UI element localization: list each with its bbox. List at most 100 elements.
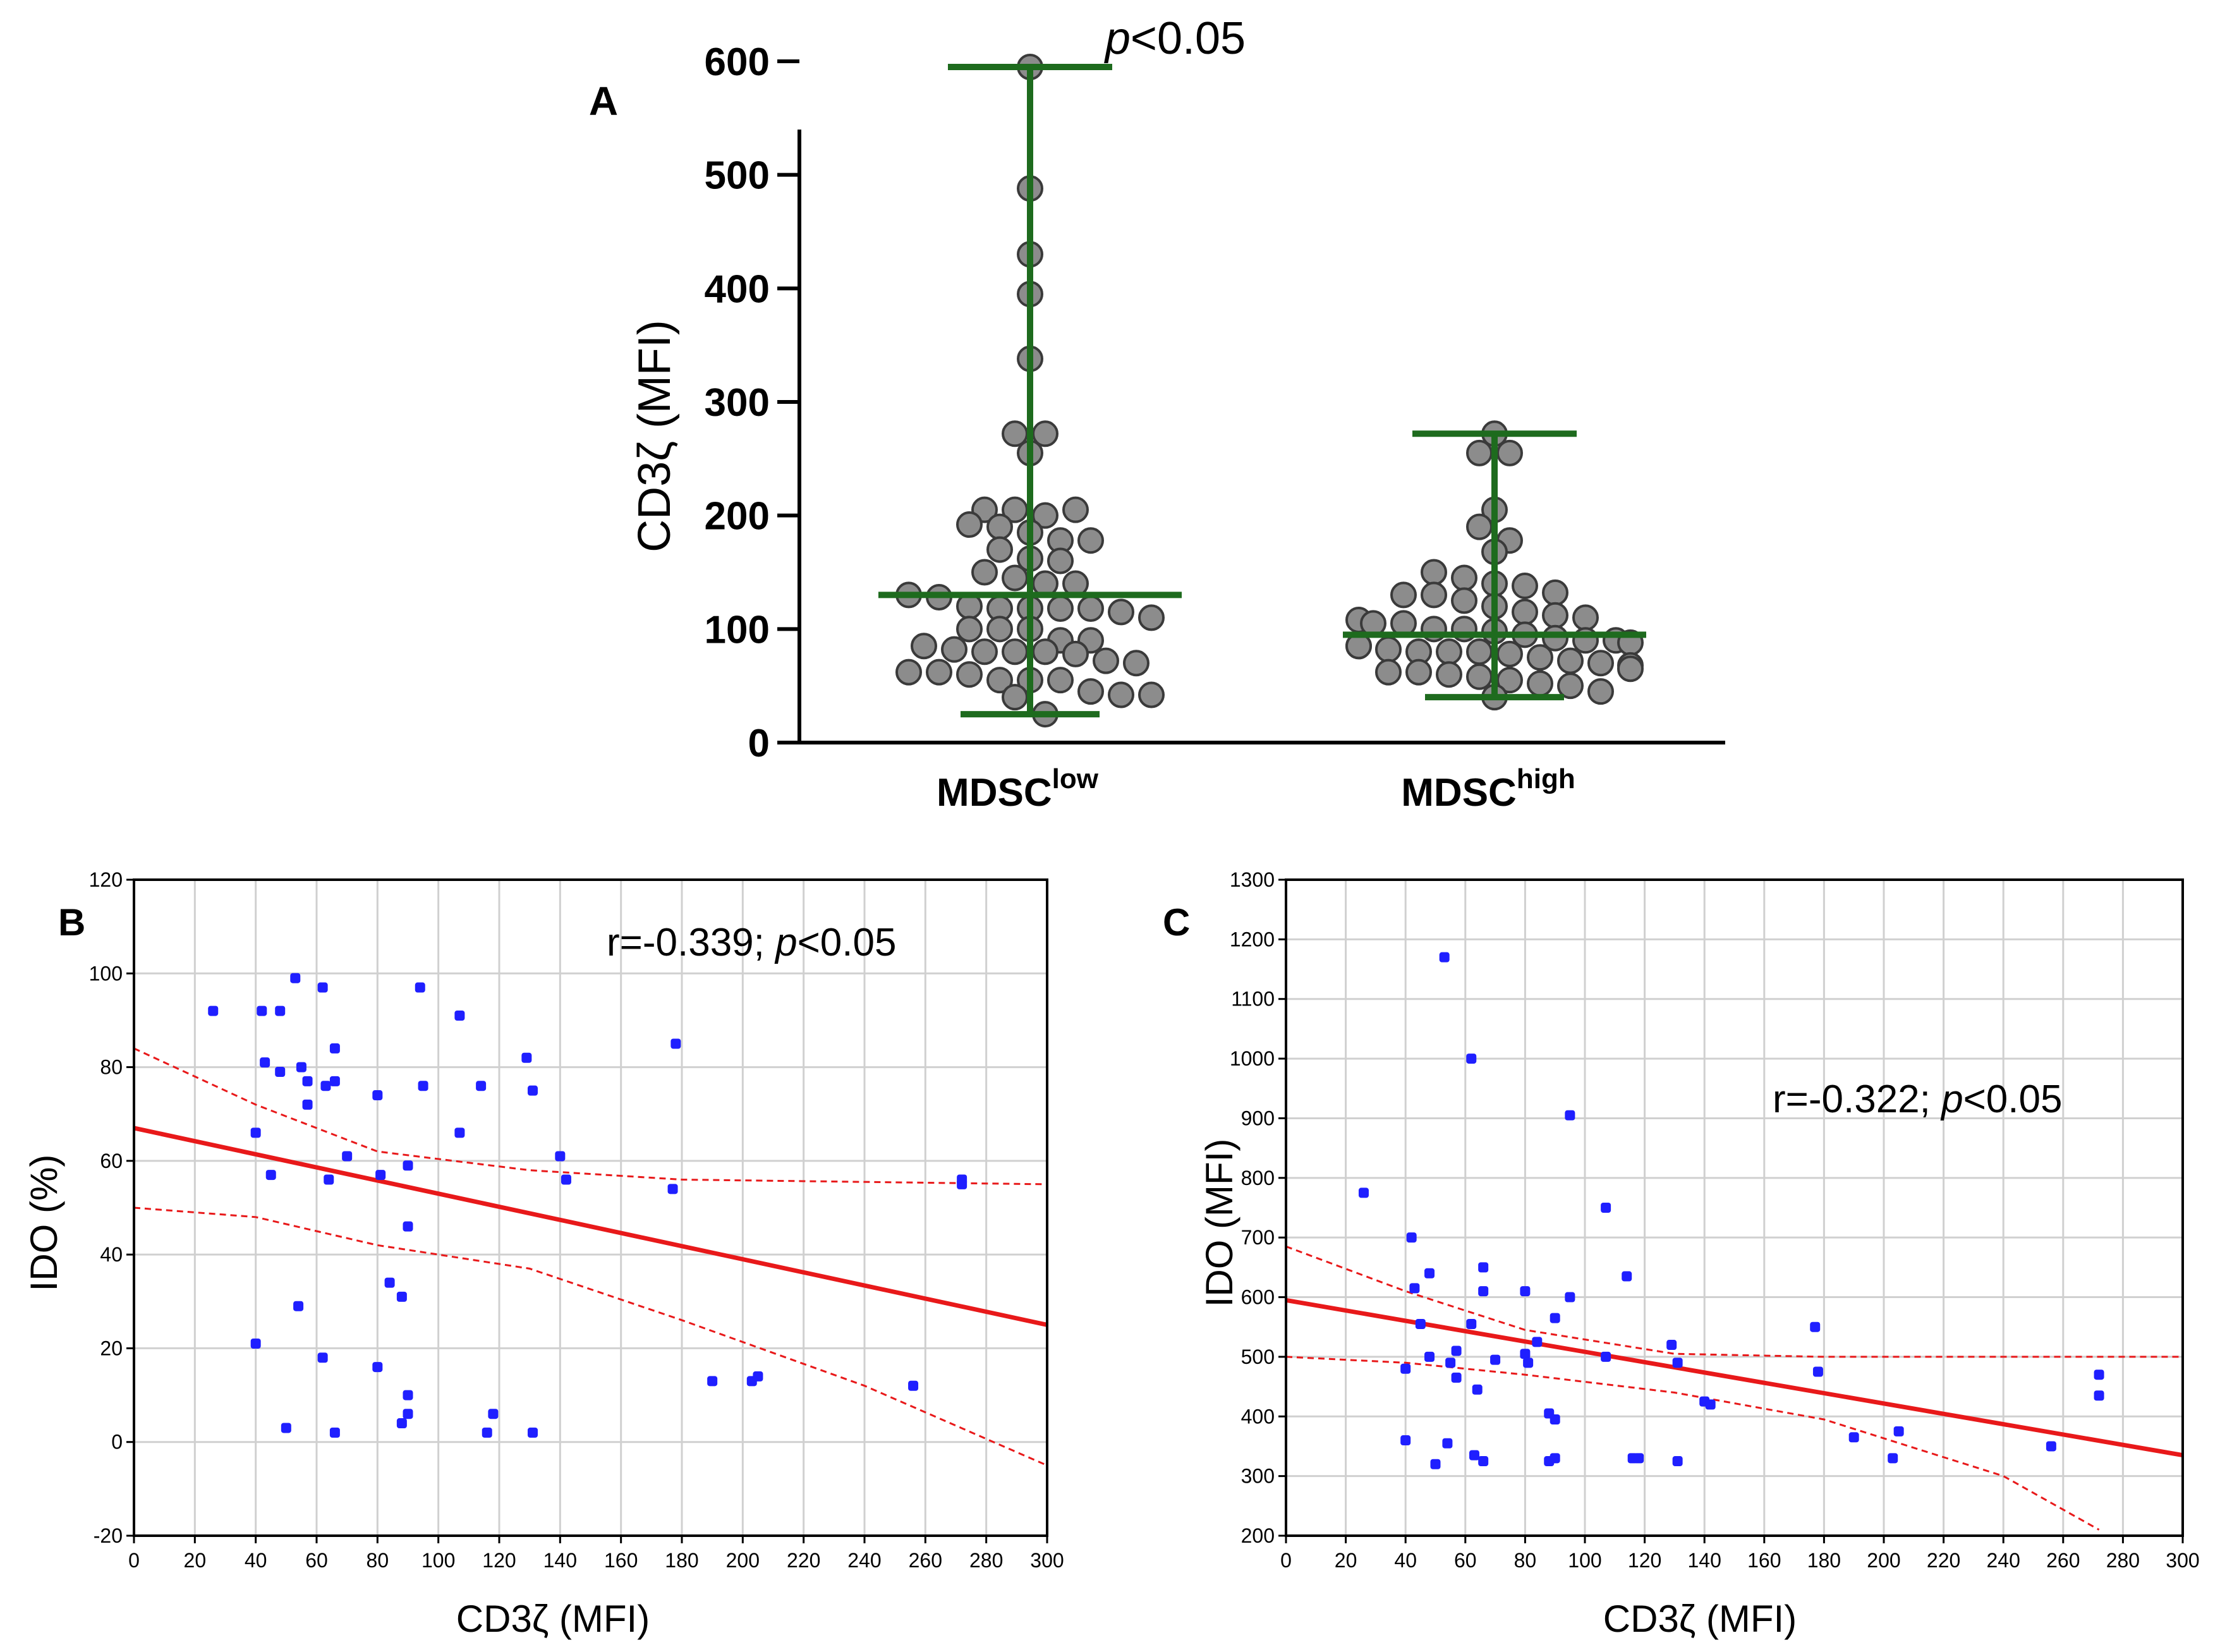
panel-a-data-point [1587,650,1614,677]
y-tick-label: 1100 [1231,988,1275,1011]
scatter-point [1523,1357,1534,1368]
panel-a-data-point [1375,636,1402,663]
panel-a-title: p<0.05 [1104,13,1246,64]
panel-a-data-point [986,536,1013,563]
scatter-point [320,1081,331,1091]
panel-c-letter: C [1163,901,1190,944]
scatter-point [1358,1187,1369,1198]
plot-frame [1285,878,2184,1537]
scatter-point [2094,1390,2104,1401]
y-tick-label: 200 [1241,1524,1275,1547]
scatter-point [1424,1351,1435,1362]
panel-a-data-point [956,616,983,643]
scatter-point [396,1291,407,1302]
panel-c-annotation-post: <0.05 [1963,1078,2063,1121]
scatter-point [1666,1340,1677,1351]
scatter-point [1478,1456,1489,1467]
panel-b-annotation-pre: r=-0.339; [607,921,775,964]
scatter-point [1550,1313,1560,1323]
panel-a-data-point [1496,439,1523,466]
panel-a-data-point [956,511,983,538]
scatter-point [302,1099,313,1110]
scatter-point [1451,1345,1462,1356]
x-tick-label: 220 [1927,1549,1960,1572]
panel-a-data-point [971,559,998,586]
x-tick-label: 80 [367,1549,389,1572]
panel-b-y-label: IDO (%) [23,1155,65,1292]
panel-a-data-point [1421,581,1447,609]
plot-frame [133,878,1048,1537]
x-tick-label: 180 [1807,1549,1841,1572]
panel-c-annotation-p: p [1940,1078,1963,1121]
panel-a-data-point [1466,638,1493,665]
category-label-mdsc-high: MDSChigh [1401,763,1575,815]
scatter-point [1520,1286,1531,1297]
panel-a-data-point [1512,598,1538,626]
scatter-point [1442,1438,1453,1449]
panel-a-data-point [926,659,952,686]
x-tick-label: 140 [543,1549,577,1572]
panel-a-data-point [1002,684,1028,711]
scatter-point [1672,1357,1683,1368]
panel-a-data-point [1466,439,1493,466]
x-tick-label: 200 [1867,1549,1900,1572]
scatter-point [1634,1453,1644,1464]
x-tick-label: 200 [726,1549,760,1572]
x-tick-label: 60 [305,1549,328,1572]
panel-a-data-point [1587,678,1614,705]
y-tick-label: 900 [1241,1107,1275,1129]
x-tick-label: 0 [128,1549,140,1572]
scatter-point [208,1005,219,1016]
scatter-point [281,1423,291,1433]
x-tick-label: 40 [245,1549,267,1572]
y-tick-label: 600 [1241,1286,1275,1309]
x-tick-label: 280 [969,1549,1003,1572]
scatter-point [1812,1366,1823,1377]
panel-a-data-point [1047,595,1074,622]
scatter-point [329,1427,340,1438]
panel-a-data-point [1527,670,1553,697]
x-tick-label: 280 [2106,1549,2140,1572]
panel-b-annotation-post: <0.05 [798,921,897,964]
panel-a-data-point [1138,681,1165,708]
panel-b-x-label: CD3ζ (MFI) [456,1598,650,1640]
y-tick-label: 60 [100,1150,123,1172]
scatter-point [527,1427,538,1438]
scatter-point [260,1057,270,1068]
scatter-point [302,1076,313,1086]
panel-b: B 0 20 40 60 80 100 120 140 160 180 200 220 240 260 28… [23,868,1064,1640]
scatter-point [1478,1262,1489,1273]
y-tick-label: 300 [1241,1465,1275,1488]
panel-c: C 0 20 40 60 80 100 120 140 160 180 200 220 240 260 28… [1163,868,2200,1640]
confidence-band-upper [133,1047,1048,1186]
scatter-point [317,982,328,993]
scatter-point [1532,1337,1543,1347]
x-tick-label: 80 [1514,1549,1537,1572]
panel-a-data-point [1466,663,1493,690]
scatter-point [1672,1456,1683,1467]
category-low-sup: low [1052,763,1099,794]
panel-a-data-point [956,661,983,688]
scatter-point [415,982,425,993]
panel-b-annotation: r=-0.339; p<0.05 [607,921,896,964]
scatter-point [372,1090,383,1101]
scatter-point [384,1277,395,1288]
scatter-point [250,1127,261,1138]
scatter-point [1565,1110,1575,1121]
panel-a-data-point [1617,655,1644,683]
panel-a-data-point [1047,667,1074,694]
panel-a-data-point [986,513,1013,540]
scatter-point [707,1376,718,1387]
scatter-point [1451,1372,1462,1383]
scatter-point [1550,1414,1560,1424]
title-p-rest: <0.05 [1131,13,1246,64]
y-tick-label: 400 [1241,1405,1275,1428]
panel-a-y-tick-label: 200 [705,495,770,538]
panel-b-annotation-p: p [774,921,797,964]
scatter-point [375,1170,386,1181]
scatter-point [257,1005,267,1016]
scatter-point [561,1174,571,1185]
scatter-point [521,1052,532,1063]
panel-a-data-point [1108,681,1134,708]
